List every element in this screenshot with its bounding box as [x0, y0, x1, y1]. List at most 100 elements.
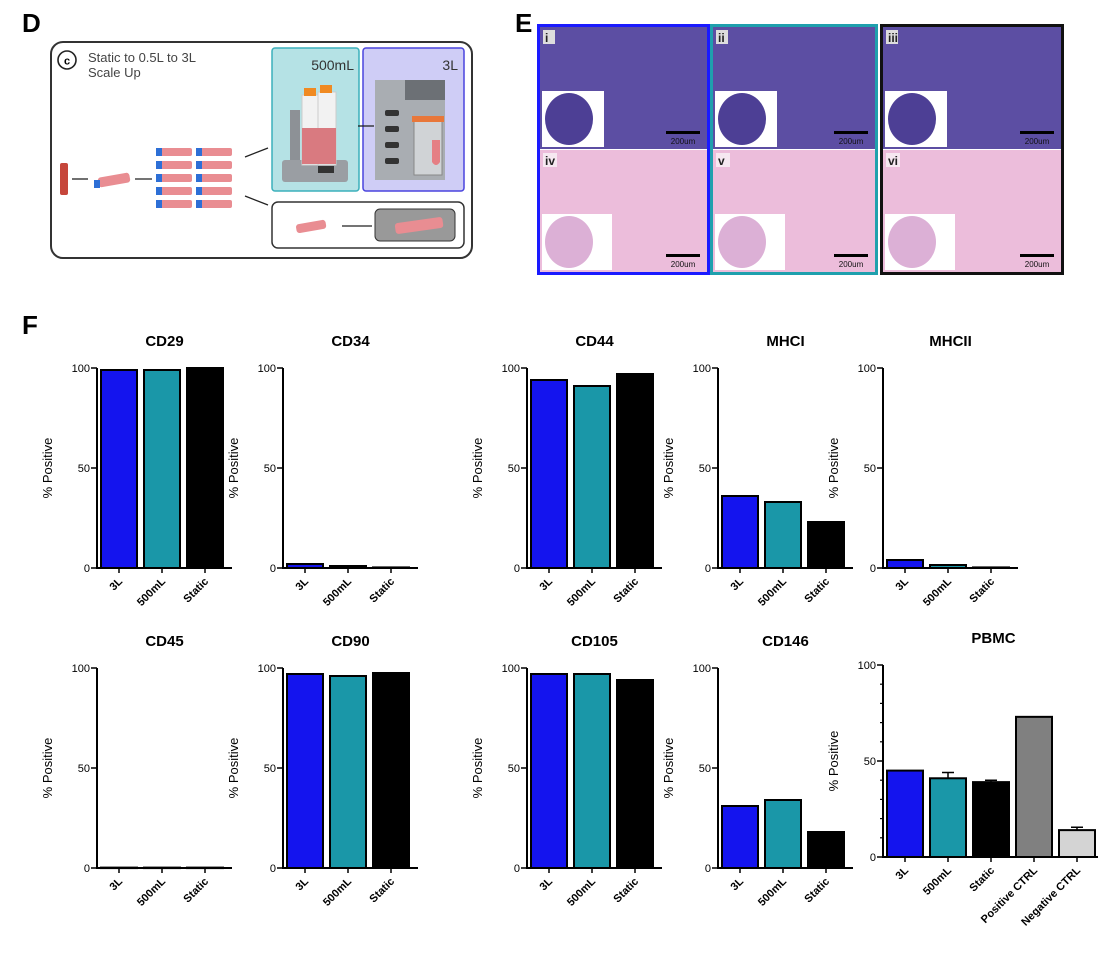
shaker-flask-icon: [282, 85, 348, 182]
x-tick-label: 3L: [894, 864, 912, 882]
x-tick-label: Static: [367, 576, 397, 606]
scale-bar: [1020, 131, 1054, 134]
tile-label-bg: [716, 153, 730, 167]
y-tick-label: 100: [858, 363, 876, 375]
bar-500ml: [143, 369, 181, 569]
chart-mhcii: MHCII % Positive 3L 500mL Static 0 50 100: [826, 333, 1018, 609]
y-tick-label: 0: [270, 563, 276, 575]
x-tick-label: 500mL: [565, 875, 598, 908]
x-tick-label: 500mL: [321, 575, 354, 608]
x-tick-label: 500mL: [135, 875, 168, 908]
x-tick-label: 3L: [538, 875, 556, 893]
chart-cd29: CD29 % Positive 3L 500mL Static 0 50 100: [40, 333, 232, 609]
chart-cd34: CD34 % Positive 3L 500mL Static 0 50 100: [226, 333, 418, 609]
tile-label: ii: [718, 31, 725, 45]
bar-positive-ctrl: [1015, 715, 1053, 859]
tile-label: v: [718, 154, 725, 168]
bar-static: [616, 679, 654, 869]
bar-3l: [530, 673, 568, 869]
scale-up-title-line1: Static to 0.5L to 3L: [88, 50, 196, 65]
chart-title: CD90: [331, 633, 369, 650]
axes: [282, 368, 418, 569]
chart-cd44: CD44 % Positive 3L 500mL Static 0 50 100: [470, 333, 662, 609]
inset-tissue: [718, 216, 766, 268]
x-tick-label: 3L: [108, 875, 126, 893]
x-tick-label: Static: [611, 876, 641, 906]
axes: [882, 368, 1018, 569]
bar-3l: [721, 495, 759, 569]
y-tick-label: 0: [705, 863, 711, 875]
arrow-icons: [72, 125, 374, 227]
bar-3l: [100, 369, 138, 569]
scale-bar: [834, 131, 868, 134]
tile-label-bg: [886, 153, 900, 167]
x-tick-label: 3L: [108, 575, 126, 593]
chart-title: CD29: [145, 333, 183, 350]
x-tick-label: 500mL: [135, 575, 168, 608]
bar-500ml: [764, 501, 802, 569]
panel-f: F: [22, 310, 38, 340]
y-tick-label: 100: [502, 363, 520, 375]
tile-label: vi: [888, 154, 898, 168]
y-tick-label: 50: [699, 763, 711, 775]
panel-letter-e: E: [515, 8, 532, 38]
chart-cd90: CD90 % Positive 3L 500mL Static 0 50 100: [226, 633, 418, 909]
inset-tissue: [888, 93, 936, 145]
x-tick-label: 3L: [729, 875, 747, 893]
chart-title: CD105: [571, 633, 618, 650]
y-tick-label: 50: [78, 463, 90, 475]
x-tick-label: 3L: [294, 575, 312, 593]
y-tick-label: 50: [264, 463, 276, 475]
y-tick-label: 100: [258, 663, 276, 675]
x-tick-label: 500mL: [321, 875, 354, 908]
y-tick-label: 50: [699, 463, 711, 475]
x-tick-label: Static: [802, 576, 832, 606]
y-tick-label: 0: [870, 852, 876, 864]
scale-bar-label: 200um: [671, 260, 696, 269]
y-tick-label: 100: [693, 663, 711, 675]
scale-bar-label: 200um: [839, 137, 864, 146]
inset-tissue: [545, 216, 593, 268]
error-bar: [942, 771, 954, 779]
y-tick-label: 50: [264, 763, 276, 775]
x-tick-label: Static: [181, 576, 211, 606]
y-tick-label: 0: [514, 563, 520, 575]
inset-tissue: [718, 93, 766, 145]
box-500ml-label: 500mL: [311, 57, 354, 73]
panel-d: D c Static to 0.5L to 3L Scale Up 500mL …: [22, 8, 473, 259]
y-axis-label: % Positive: [40, 738, 55, 799]
scale-up-title-line2: Scale Up: [88, 65, 141, 80]
x-tick-label: Static: [181, 876, 211, 906]
y-tick-label: 50: [78, 763, 90, 775]
y-tick-label: 100: [72, 363, 90, 375]
bar-static: [372, 672, 410, 869]
scale-bar: [666, 131, 700, 134]
tile-label: i: [545, 31, 548, 45]
bar-500ml: [573, 673, 611, 869]
box-3l-label: 3L: [442, 57, 458, 73]
y-axis-label: % Positive: [826, 731, 841, 792]
bar-3l: [886, 559, 924, 569]
y-tick-label: 0: [270, 863, 276, 875]
y-axis-label: % Positive: [661, 438, 676, 499]
y-tick-label: 0: [705, 563, 711, 575]
x-tick-label: 500mL: [756, 575, 789, 608]
y-tick-label: 50: [864, 756, 876, 768]
inset-tissue: [545, 93, 593, 145]
y-tick-label: 100: [72, 663, 90, 675]
chart-mhci: MHCI % Positive 3L 500mL Static 0 50 100: [661, 333, 853, 609]
x-tick-label: 500mL: [756, 875, 789, 908]
inset-tissue: [888, 216, 936, 268]
x-tick-label: Static: [967, 576, 997, 606]
panel-letter-d: D: [22, 8, 41, 38]
bar-500ml: [764, 799, 802, 869]
bar-500ml: [929, 777, 967, 859]
scale-bar-label: 200um: [839, 260, 864, 269]
tile-label-bg: [716, 30, 728, 44]
y-axis-label: % Positive: [226, 438, 241, 499]
bar-500ml: [329, 675, 367, 869]
bar-3l: [721, 805, 759, 869]
x-tick-label: 500mL: [565, 575, 598, 608]
scale-bar: [1020, 254, 1054, 257]
